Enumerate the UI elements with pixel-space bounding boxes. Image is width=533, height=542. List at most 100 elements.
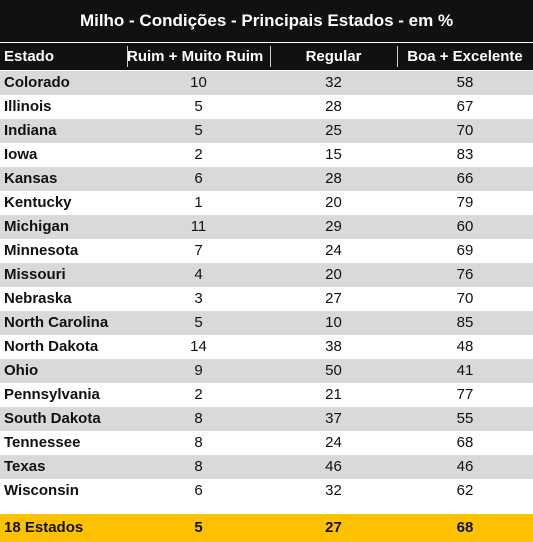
table-row: Wisconsin 6 32 62 <box>0 479 533 503</box>
state-name: South Dakota <box>4 410 101 427</box>
state-name: North Carolina <box>4 314 109 331</box>
good-value: 68 <box>456 434 474 451</box>
fair-value: 21 <box>325 386 342 403</box>
header-divider <box>127 46 128 67</box>
state-name: Texas <box>4 458 46 475</box>
good-value: 70 <box>456 122 474 139</box>
state-name: Kentucky <box>4 194 72 211</box>
fair-value: 28 <box>325 170 342 187</box>
state-name: Missouri <box>4 266 66 283</box>
good-value: 83 <box>456 146 474 163</box>
state-name: Minnesota <box>4 242 79 259</box>
state-name: Iowa <box>4 146 38 163</box>
column-header-state: Estado <box>4 48 55 65</box>
table-row: Kentucky 1 20 79 <box>0 191 533 215</box>
total-good-value: 68 <box>456 519 474 536</box>
good-value: 48 <box>456 338 474 355</box>
good-value: 70 <box>456 290 474 307</box>
header-divider <box>270 46 271 67</box>
good-value: 67 <box>456 98 474 115</box>
poor-value: 1 <box>194 194 203 211</box>
column-header-good: Boa + Excelente <box>407 48 523 65</box>
table-row: Missouri 4 20 76 <box>0 263 533 287</box>
poor-value: 6 <box>194 482 203 499</box>
fair-value: 24 <box>325 242 342 259</box>
poor-value: 3 <box>194 290 203 307</box>
poor-value: 7 <box>194 242 203 259</box>
table-row: Pennsylvania 2 21 77 <box>0 383 533 407</box>
total-fair-value: 27 <box>325 519 342 536</box>
table-row: Colorado 10 32 58 <box>0 71 533 95</box>
good-value: 77 <box>456 386 474 403</box>
fair-value: 50 <box>325 362 342 379</box>
state-name: Pennsylvania <box>4 386 100 403</box>
poor-value: 14 <box>190 338 207 355</box>
poor-value: 8 <box>194 410 203 427</box>
state-name: Wisconsin <box>4 482 79 499</box>
state-name: Kansas <box>4 170 58 187</box>
state-name: Indiana <box>4 122 57 139</box>
fair-value: 29 <box>325 218 342 235</box>
good-value: 60 <box>456 218 474 235</box>
good-value: 85 <box>456 314 474 331</box>
table-row: Tennessee 8 24 68 <box>0 431 533 455</box>
state-name: Illinois <box>4 98 52 115</box>
fair-value: 24 <box>325 434 342 451</box>
table-row: North Carolina 5 10 85 <box>0 311 533 335</box>
table-row: Ohio 9 50 41 <box>0 359 533 383</box>
good-value: 66 <box>456 170 474 187</box>
poor-value: 10 <box>190 74 207 91</box>
good-value: 79 <box>456 194 474 211</box>
poor-value: 8 <box>194 458 203 475</box>
table-body: Colorado 10 32 58 Illinois 5 28 67 Indiana 5 25 70 I… <box>0 71 533 503</box>
table-row: Minnesota 7 24 69 <box>0 239 533 263</box>
total-label: 18 Estados <box>4 519 84 536</box>
fair-value: 20 <box>325 266 342 283</box>
poor-value: 2 <box>194 386 203 403</box>
good-value: 46 <box>456 458 474 475</box>
table-row: South Dakota 8 37 55 <box>0 407 533 431</box>
table-row: Illinois 5 28 67 <box>0 95 533 119</box>
fair-value: 10 <box>325 314 342 331</box>
poor-value: 5 <box>194 98 203 115</box>
total-row: 18 Estados 5 27 68 <box>0 514 533 542</box>
header-divider <box>397 46 398 67</box>
good-value: 58 <box>456 74 474 91</box>
state-name: Michigan <box>4 218 70 235</box>
total-poor-value: 5 <box>194 519 203 536</box>
fair-value: 32 <box>325 74 342 91</box>
good-value: 55 <box>456 410 474 427</box>
table-header-row: Estado Ruim + Muito Ruim Regular Boa + E… <box>0 43 533 70</box>
poor-value: 8 <box>194 434 203 451</box>
fair-value: 46 <box>325 458 342 475</box>
state-name: North Dakota <box>4 338 99 355</box>
fair-value: 32 <box>325 482 342 499</box>
fair-value: 37 <box>325 410 342 427</box>
table-row: Iowa 2 15 83 <box>0 143 533 167</box>
state-name: Tennessee <box>4 434 81 451</box>
table-row: Nebraska 3 27 70 <box>0 287 533 311</box>
fair-value: 15 <box>325 146 342 163</box>
table-row: Kansas 6 28 66 <box>0 167 533 191</box>
good-value: 41 <box>456 362 474 379</box>
fair-value: 27 <box>325 290 342 307</box>
poor-value: 4 <box>194 266 203 283</box>
state-name: Nebraska <box>4 290 72 307</box>
poor-value: 2 <box>194 146 203 163</box>
fair-value: 28 <box>325 98 342 115</box>
poor-value: 11 <box>190 218 207 235</box>
table-row: Texas 8 46 46 <box>0 455 533 479</box>
poor-value: 5 <box>194 122 203 139</box>
column-header-fair: Regular <box>305 48 362 65</box>
poor-value: 6 <box>194 170 203 187</box>
fair-value: 38 <box>325 338 342 355</box>
fair-value: 25 <box>325 122 342 139</box>
table-row: North Dakota 14 38 48 <box>0 335 533 359</box>
state-name: Ohio <box>4 362 39 379</box>
good-value: 62 <box>456 482 474 499</box>
poor-value: 5 <box>194 314 203 331</box>
table-row: Indiana 5 25 70 <box>0 119 533 143</box>
state-name: Colorado <box>4 74 70 91</box>
good-value: 69 <box>456 242 474 259</box>
column-header-poor: Ruim + Muito Ruim <box>127 48 264 65</box>
